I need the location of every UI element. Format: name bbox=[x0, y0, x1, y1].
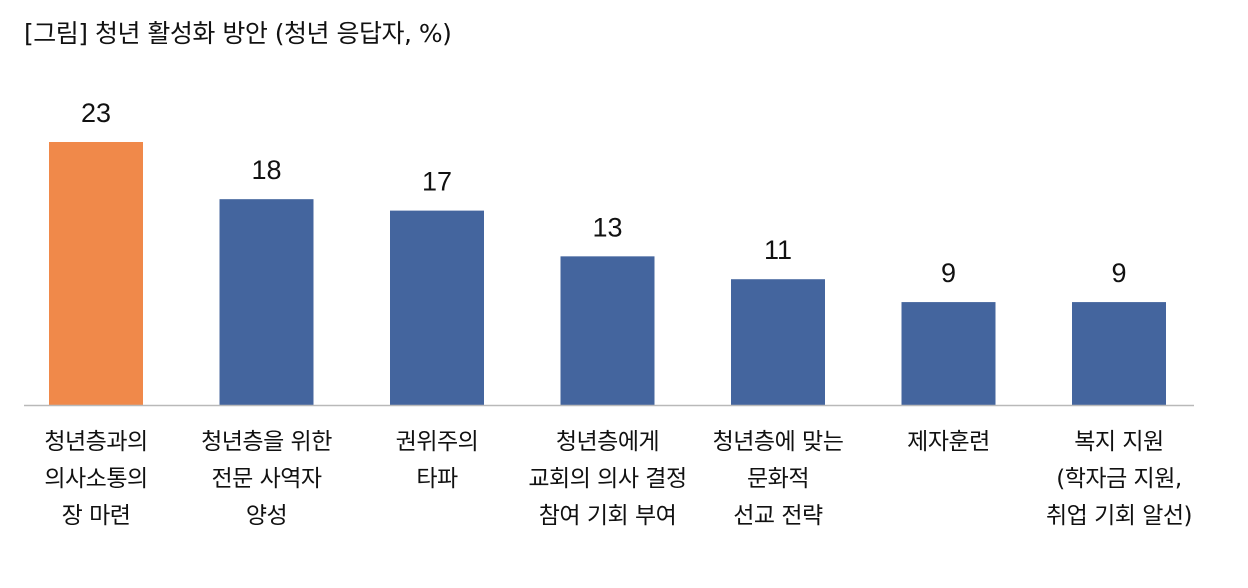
category-label-6: 제자훈련 bbox=[907, 429, 990, 455]
value-label-4: 13 bbox=[592, 212, 622, 242]
category-label-line: 양성 bbox=[246, 503, 287, 529]
bar-4 bbox=[560, 256, 655, 405]
bar-7 bbox=[1072, 302, 1166, 405]
bar-5 bbox=[731, 279, 825, 405]
category-label-line: 장 마련 bbox=[62, 503, 131, 529]
chart-title: [그림] 청년 활성화 방안 (청년 응답자, %) bbox=[24, 19, 452, 48]
value-label-7: 9 bbox=[1111, 258, 1126, 288]
category-label-line: (학자금 지원, bbox=[1056, 466, 1181, 492]
value-labels-group: 23 18 17 13 11 9 9 bbox=[81, 98, 1127, 288]
category-label-7: 복지 지원 (학자금 지원, 취업 기회 알선) bbox=[1046, 429, 1192, 529]
category-label-line: 의사소통의 bbox=[44, 466, 147, 492]
category-label-line: 전문 사역자 bbox=[211, 466, 321, 492]
bars-group bbox=[49, 142, 1166, 405]
category-label-line: 취업 기회 알선) bbox=[1046, 503, 1192, 529]
category-label-line: 청년층에게 bbox=[556, 429, 659, 455]
value-label-1: 23 bbox=[81, 98, 111, 128]
category-label-line: 문화적 bbox=[747, 466, 809, 492]
bar-2 bbox=[219, 199, 314, 405]
bar-6 bbox=[901, 302, 996, 405]
category-label-line: 권위주의 bbox=[396, 429, 479, 455]
category-label-line: 참여 기회 부여 bbox=[539, 503, 677, 529]
bar-1 bbox=[49, 142, 143, 405]
category-label-line: 선교 전략 bbox=[733, 503, 823, 529]
value-label-6: 9 bbox=[941, 258, 956, 288]
value-label-5: 11 bbox=[764, 235, 792, 265]
category-label-line: 타파 bbox=[416, 466, 458, 492]
category-label-line: 복지 지원 bbox=[1074, 429, 1163, 455]
value-label-3: 17 bbox=[422, 167, 452, 197]
value-label-2: 18 bbox=[251, 155, 281, 185]
category-label-line: 청년층에 맞는 bbox=[713, 429, 844, 455]
category-label-line: 청년층과의 bbox=[44, 429, 147, 455]
bar-3 bbox=[390, 210, 484, 405]
category-label-line: 교회의 의사 결정 bbox=[528, 466, 686, 492]
category-label-line: 제자훈련 bbox=[907, 429, 990, 455]
category-label-line: 청년층을 위한 bbox=[201, 429, 332, 455]
